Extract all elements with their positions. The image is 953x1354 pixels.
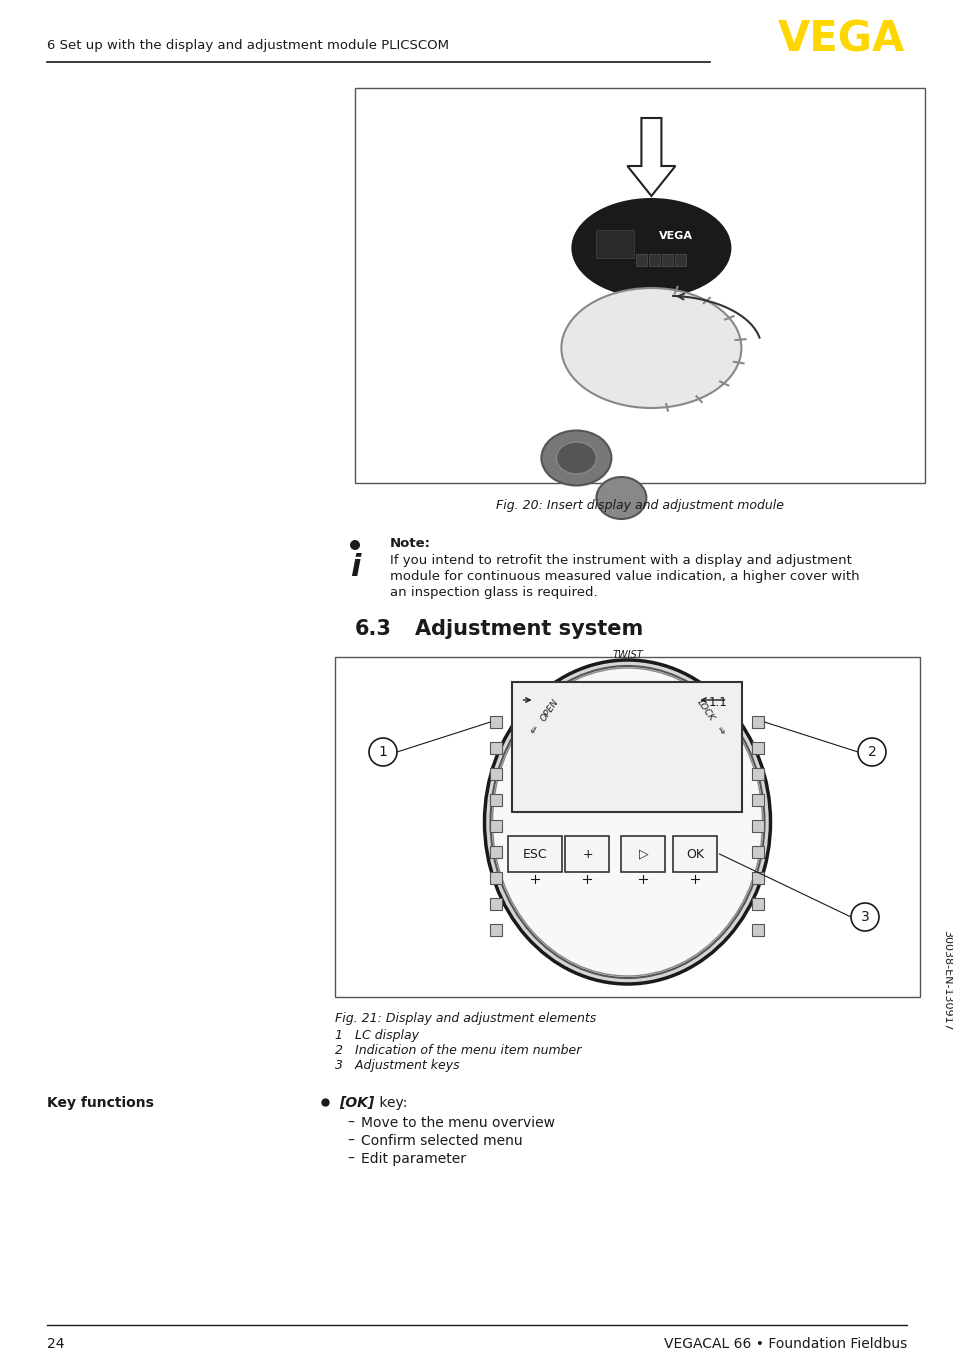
Text: 1   LC display: 1 LC display	[335, 1029, 418, 1043]
Text: 24: 24	[47, 1336, 65, 1351]
Text: key:: key:	[375, 1095, 407, 1110]
Text: 1: 1	[378, 745, 387, 760]
Text: –: –	[347, 1116, 354, 1131]
Text: module for continuous measured value indication, a higher cover with: module for continuous measured value ind…	[390, 570, 859, 584]
Ellipse shape	[596, 477, 646, 519]
Bar	[752, 846, 763, 858]
Bar	[490, 846, 502, 858]
Circle shape	[369, 738, 396, 766]
Bar	[636, 255, 647, 265]
Bar	[752, 768, 763, 780]
Text: [OK]: [OK]	[338, 1095, 374, 1110]
Text: Note:: Note:	[390, 538, 431, 550]
Text: Fig. 20: Insert display and adjustment module: Fig. 20: Insert display and adjustment m…	[496, 500, 783, 512]
Bar	[649, 255, 659, 265]
Text: 3: 3	[860, 910, 868, 923]
Text: OK: OK	[686, 848, 703, 861]
Bar	[752, 898, 763, 910]
Text: OPEN: OPEN	[538, 697, 559, 723]
Bar	[512, 682, 741, 812]
Text: Fig. 21: Display and adjustment elements: Fig. 21: Display and adjustment elements	[335, 1011, 596, 1025]
Bar	[490, 793, 502, 806]
Bar	[490, 923, 502, 936]
Text: 6 Set up with the display and adjustment module PLICSCOM: 6 Set up with the display and adjustment…	[47, 39, 449, 51]
Text: 6.3: 6.3	[355, 619, 392, 639]
Text: Key functions: Key functions	[47, 1095, 153, 1110]
FancyBboxPatch shape	[508, 835, 562, 872]
FancyBboxPatch shape	[620, 835, 665, 872]
Bar	[490, 898, 502, 910]
Text: 3   Adjustment keys: 3 Adjustment keys	[335, 1059, 459, 1072]
Text: VEGA: VEGA	[777, 18, 904, 60]
Text: TWIST: TWIST	[612, 650, 642, 659]
Text: 1.1: 1.1	[708, 696, 727, 709]
FancyBboxPatch shape	[673, 835, 717, 872]
Bar	[661, 255, 673, 265]
Ellipse shape	[556, 441, 596, 474]
Bar	[490, 821, 502, 831]
Text: –: –	[347, 1152, 354, 1166]
Bar	[355, 88, 924, 483]
Bar	[752, 716, 763, 728]
Ellipse shape	[484, 659, 770, 984]
Text: LOCK: LOCK	[694, 697, 716, 723]
Circle shape	[350, 540, 359, 550]
Text: VEGA: VEGA	[659, 232, 693, 241]
Text: i: i	[350, 552, 360, 581]
Ellipse shape	[571, 198, 731, 298]
Bar	[490, 742, 502, 754]
Bar	[490, 716, 502, 728]
Text: ⇒: ⇒	[714, 724, 726, 737]
Bar	[335, 657, 919, 997]
Text: 2   Indication of the menu item number: 2 Indication of the menu item number	[335, 1044, 580, 1057]
Text: Confirm selected menu: Confirm selected menu	[360, 1135, 522, 1148]
Ellipse shape	[492, 668, 761, 976]
Bar	[752, 821, 763, 831]
FancyBboxPatch shape	[565, 835, 609, 872]
Bar	[752, 742, 763, 754]
Bar	[675, 255, 685, 265]
Circle shape	[850, 903, 878, 932]
Text: ESC: ESC	[522, 848, 547, 861]
Bar	[752, 793, 763, 806]
Bar	[490, 872, 502, 884]
Bar	[596, 230, 634, 259]
Text: –: –	[347, 1135, 354, 1148]
Ellipse shape	[541, 431, 611, 486]
Ellipse shape	[560, 288, 740, 408]
Text: Edit parameter: Edit parameter	[360, 1152, 465, 1166]
Text: +: +	[581, 848, 592, 861]
Text: If you intend to retrofit the instrument with a display and adjustment: If you intend to retrofit the instrument…	[390, 554, 851, 567]
Text: ▷: ▷	[638, 848, 648, 861]
Circle shape	[857, 738, 885, 766]
Bar	[490, 768, 502, 780]
Ellipse shape	[490, 666, 763, 978]
Text: an inspection glass is required.: an inspection glass is required.	[390, 586, 597, 598]
Text: Adjustment system: Adjustment system	[415, 619, 642, 639]
Text: ⇐: ⇐	[528, 724, 540, 737]
Polygon shape	[627, 118, 675, 196]
Text: 30038-EN-130917: 30038-EN-130917	[941, 930, 951, 1030]
Text: Move to the menu overview: Move to the menu overview	[360, 1116, 555, 1131]
Text: 2: 2	[866, 745, 876, 760]
Text: VEGACAL 66 • Foundation Fieldbus: VEGACAL 66 • Foundation Fieldbus	[663, 1336, 906, 1351]
Bar	[752, 872, 763, 884]
Bar	[752, 923, 763, 936]
